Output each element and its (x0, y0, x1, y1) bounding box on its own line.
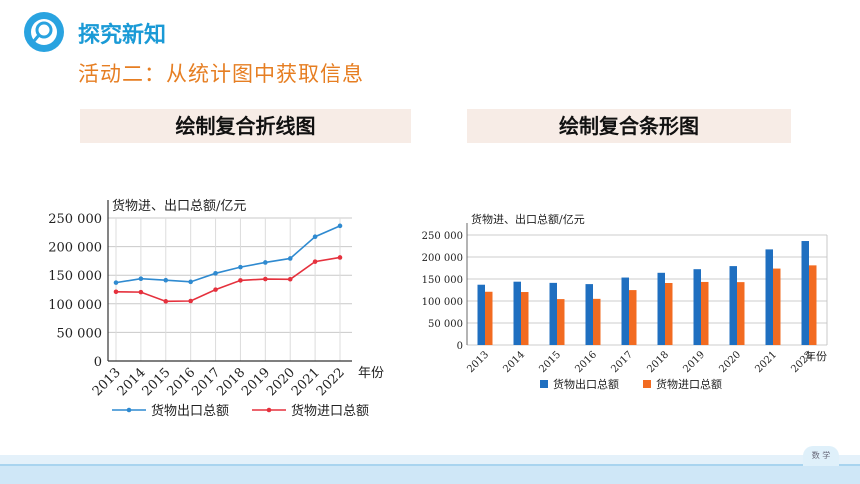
magnifier-icon (24, 12, 64, 52)
page-subtitle: 活动二：从统计图中获取信息 (78, 62, 364, 86)
bar (765, 249, 773, 345)
legend-swatch (643, 380, 651, 388)
legend-label: 货物出口总额 (151, 403, 229, 419)
x-tick-label: 2016 (164, 365, 198, 399)
footer-line (0, 464, 860, 466)
bar (521, 292, 529, 345)
footer-bar (0, 464, 860, 484)
x-tick-label: 2022 (314, 365, 348, 399)
data-point (263, 276, 268, 282)
bar (593, 298, 601, 345)
series-line (115, 256, 341, 303)
y-axis-label: 货物进、出口总额/亿元 (112, 198, 246, 214)
x-tick-label: 2021 (753, 349, 779, 375)
y-tick-label: 150 000 (48, 269, 102, 284)
data-point (113, 280, 119, 285)
bar (485, 291, 493, 345)
bar (801, 241, 809, 345)
bar (701, 281, 709, 345)
bar (665, 283, 673, 345)
x-tick-label: 2018 (645, 349, 671, 375)
x-tick-label: 2016 (573, 349, 599, 375)
bar (809, 265, 817, 345)
data-point (163, 277, 169, 283)
x-axis-label: 年份 (358, 366, 384, 381)
data-point (312, 259, 318, 264)
subject-badge: 数 学 (803, 446, 839, 466)
x-tick-label: 2020 (264, 365, 298, 399)
x-tick-label: 2021 (289, 365, 323, 399)
data-point (113, 289, 119, 295)
x-tick-label: 2017 (609, 349, 635, 375)
bar (585, 284, 593, 345)
data-point (312, 234, 318, 240)
y-tick-label: 50 000 (428, 319, 463, 330)
data-point (138, 289, 144, 295)
y-tick-label: 200 000 (48, 241, 102, 256)
y-tick-label: 250 000 (48, 212, 102, 227)
bar (693, 269, 701, 345)
x-tick-label: 2013 (90, 365, 124, 399)
x-tick-label: 2014 (501, 349, 527, 375)
bar-chart-banner: 绘制复合条形图 (467, 109, 791, 143)
legend-label: 货物进口总额 (291, 403, 369, 419)
page-title: 探究新知 (78, 23, 167, 48)
x-axis-label: 年份 (805, 349, 827, 363)
data-point (337, 255, 343, 260)
x-tick-label: 2014 (115, 365, 149, 399)
legend-marker (266, 407, 272, 413)
bar (737, 282, 745, 345)
data-point (263, 260, 268, 265)
x-tick-label: 2020 (717, 349, 743, 375)
data-point (238, 278, 243, 283)
footer-band (0, 455, 860, 466)
bar (773, 268, 781, 345)
line-chart-banner: 绘制复合折线图 (80, 109, 411, 143)
data-point (213, 287, 218, 292)
data-point (163, 299, 169, 304)
x-tick-label: 2013 (465, 349, 491, 375)
bar (729, 266, 737, 345)
y-tick-label: 100 000 (422, 297, 463, 308)
y-tick-label: 50 000 (57, 326, 103, 341)
data-point (138, 276, 144, 281)
data-point (238, 264, 243, 270)
x-tick-label: 2019 (681, 349, 707, 375)
legend-swatch (540, 380, 548, 388)
y-axis-label: 货物进、出口总额/亿元 (471, 212, 585, 226)
x-tick-label: 2018 (214, 365, 248, 399)
bar (549, 282, 557, 345)
bar (557, 299, 565, 345)
x-tick-label: 2015 (140, 365, 174, 399)
x-tick-label: 2015 (537, 349, 563, 375)
y-tick-label: 0 (94, 355, 102, 370)
data-point (287, 256, 293, 261)
series-line (115, 225, 341, 284)
legend-label: 货物进口总额 (656, 377, 722, 391)
bar (629, 290, 637, 345)
data-point (188, 298, 193, 304)
x-tick-label: 2019 (239, 365, 273, 399)
line-chart: 0 50 000 100 000 150 000 200 000 250 000 货物进、出… (48, 198, 384, 419)
data-point (287, 276, 293, 282)
bar (513, 281, 521, 345)
y-tick-label: 150 000 (422, 275, 463, 286)
bar-chart: 0 50 000 100 000 150 000 200 000 250 000 货物进、出… (422, 212, 828, 391)
legend-label: 货物出口总额 (553, 377, 619, 391)
legend-marker (126, 407, 132, 413)
bar (477, 284, 485, 345)
x-tick-label: 2017 (189, 365, 223, 399)
bar (657, 272, 665, 345)
data-point (337, 223, 343, 229)
data-point (213, 271, 218, 276)
data-point (188, 279, 193, 285)
y-tick-label: 0 (457, 341, 463, 352)
y-tick-label: 250 000 (422, 231, 463, 242)
y-tick-label: 200 000 (422, 253, 463, 264)
y-tick-label: 100 000 (48, 298, 102, 313)
bar (621, 277, 629, 345)
